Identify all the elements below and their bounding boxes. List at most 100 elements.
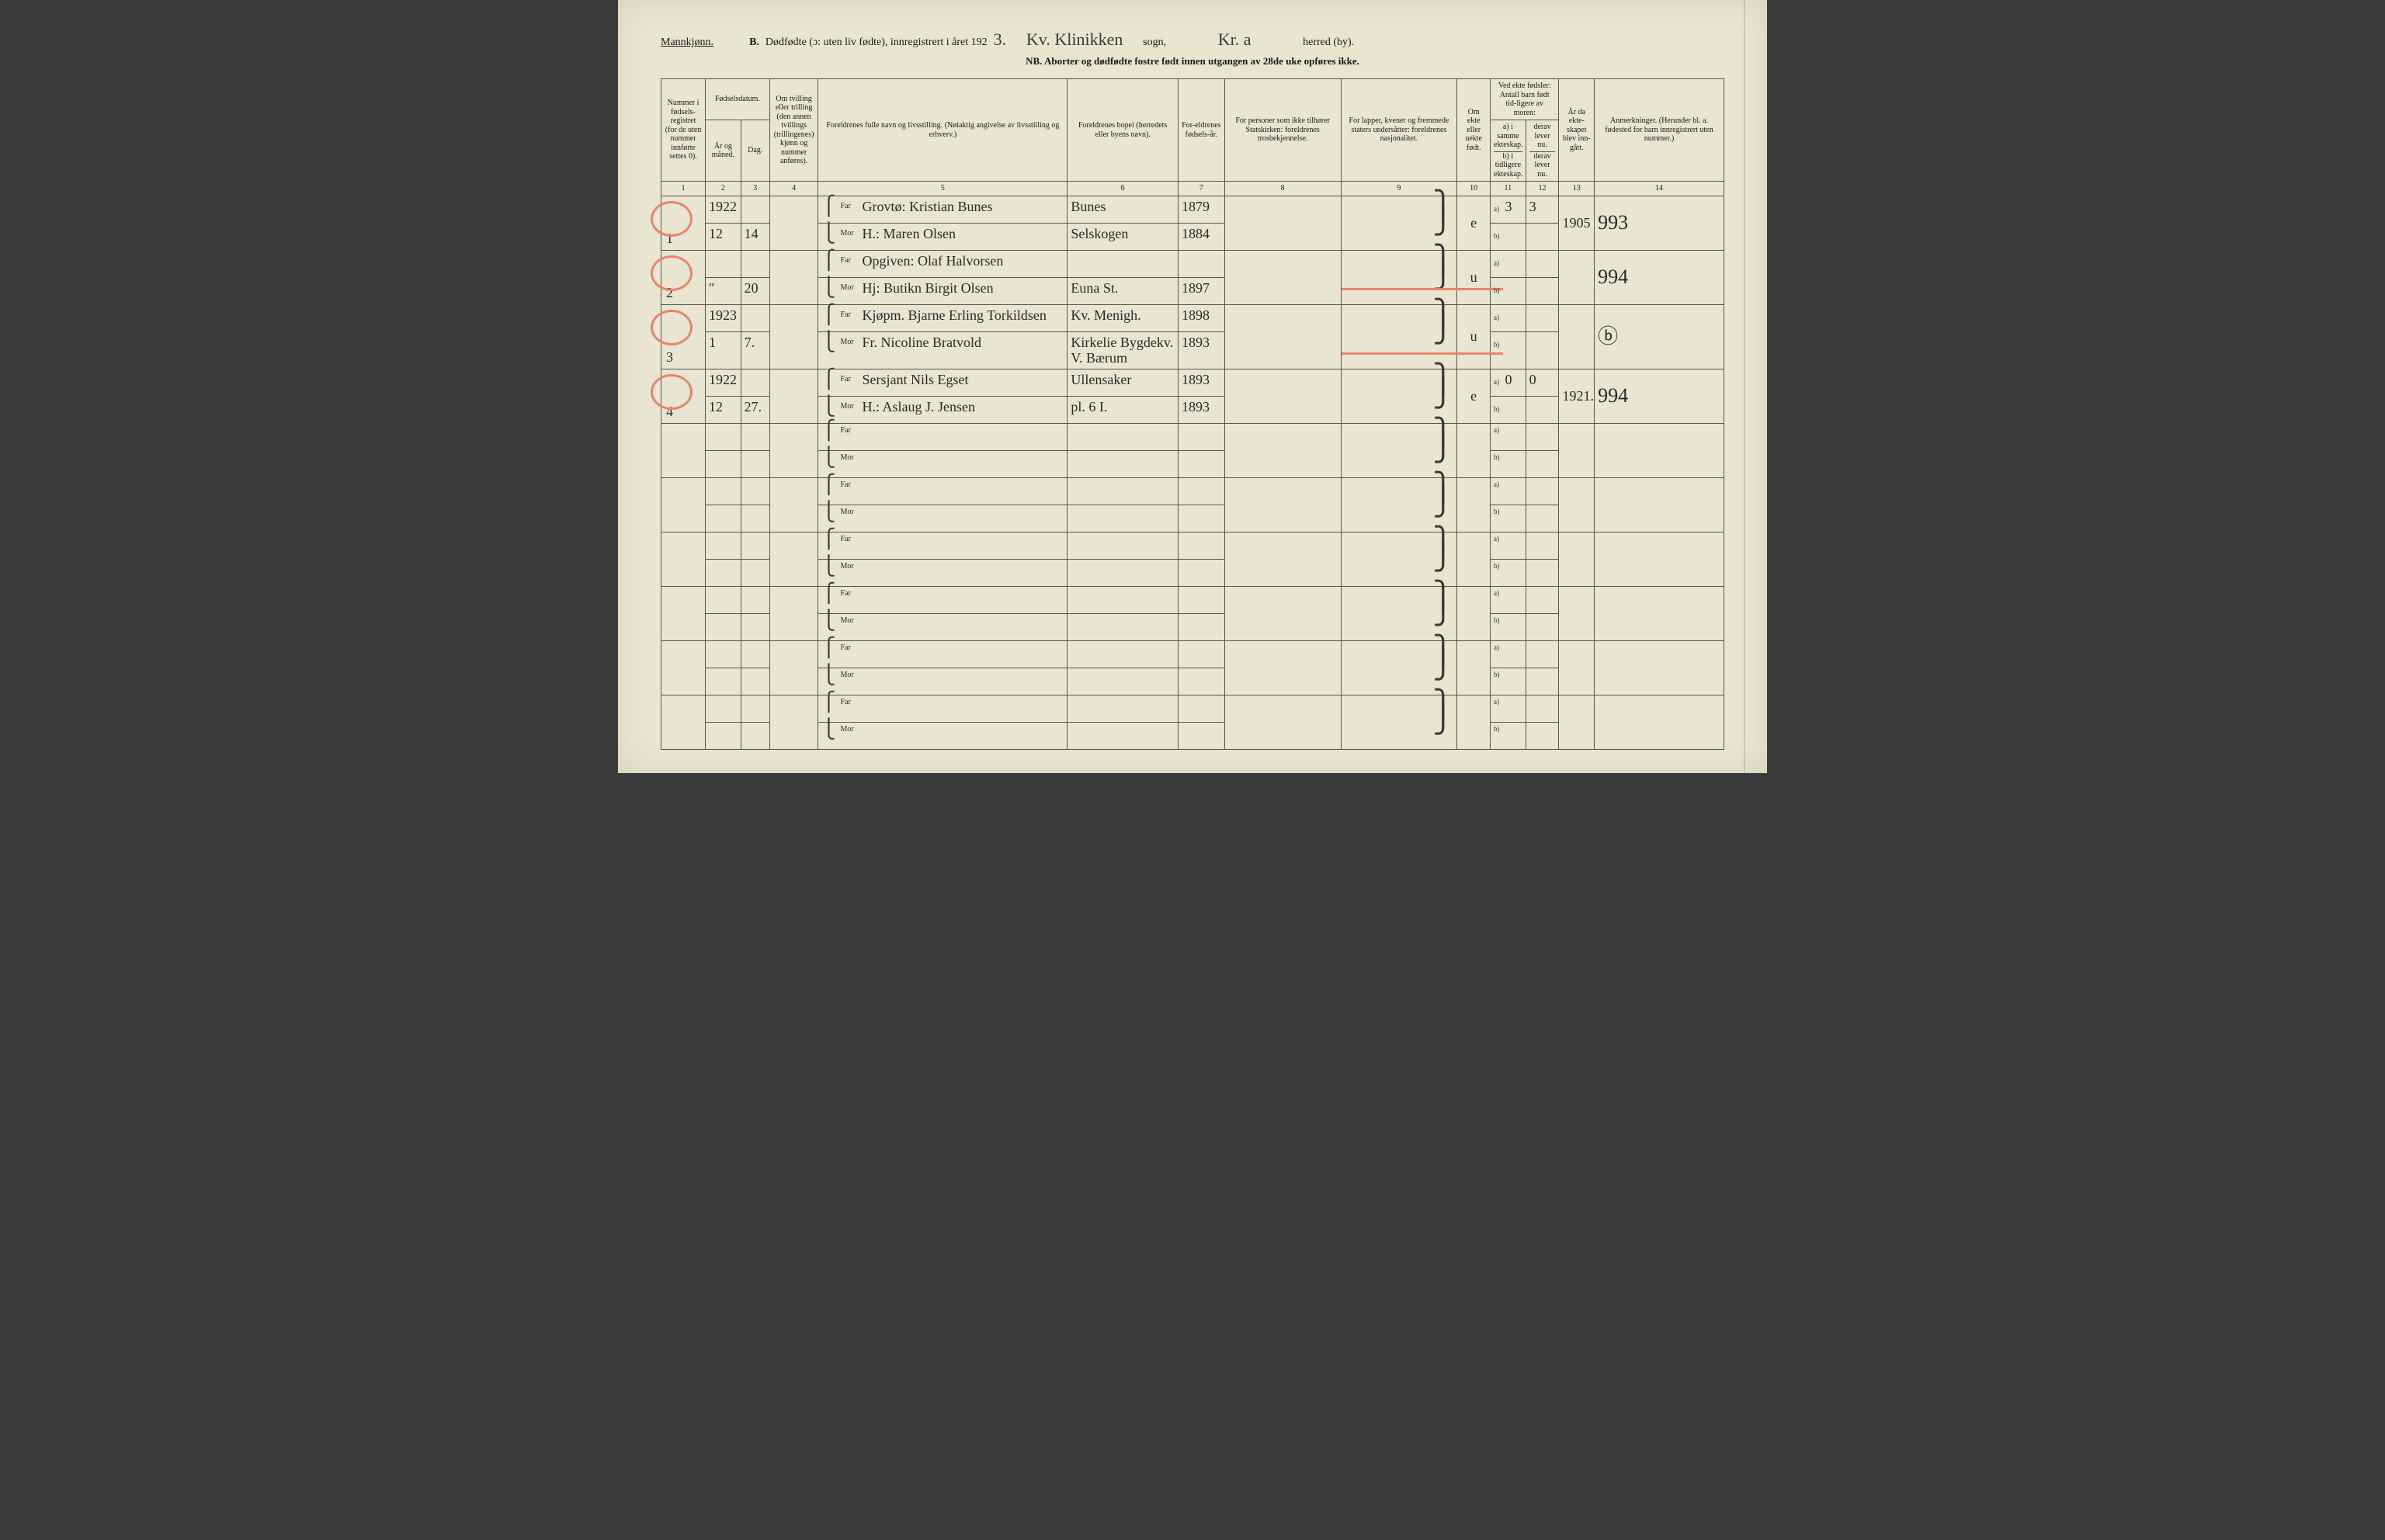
brace-icon: ⎩ — [821, 562, 835, 571]
table-cell: a) — [1491, 695, 1526, 722]
table-cell: ⎧FarSersjant Nils Egset — [818, 369, 1068, 396]
section-b: B. — [749, 36, 759, 49]
colnum-cell: 14 — [1595, 182, 1724, 196]
table-cell — [1457, 532, 1491, 586]
brace-icon: ⎧ — [821, 256, 835, 265]
table-cell: b) — [1491, 223, 1526, 250]
table-cell: 1921. — [1559, 369, 1595, 423]
brace-icon: ⎩ — [821, 453, 835, 463]
table-cell: ⎩Mor — [818, 559, 1068, 586]
col2-top-header: Fødselsdatum. — [706, 79, 770, 120]
table-cell — [1068, 250, 1179, 277]
nb-note: NB. Aborter og dødfødte fostre født inne… — [661, 55, 1724, 68]
father-birthyear: 1898 — [1182, 307, 1210, 323]
table-cell — [741, 640, 769, 668]
table-cell: 1893 — [1178, 331, 1224, 369]
table-cell — [1526, 505, 1559, 532]
mother-birthyear: 1893 — [1182, 399, 1210, 414]
table-cell — [1526, 532, 1559, 559]
year-month: 1923 — [709, 307, 737, 323]
table-cell — [1595, 695, 1724, 749]
table-cell — [1526, 396, 1559, 423]
year-month: 1922 — [709, 199, 737, 214]
table-cell: b) — [1491, 450, 1526, 477]
table-cell — [1526, 613, 1559, 640]
table-cell — [1457, 640, 1491, 695]
day: 20 — [745, 280, 759, 296]
table-cell: ⎩MorFr. Nicoline Bratvold — [818, 331, 1068, 369]
table-cell: Kv. Menigh. — [1068, 304, 1179, 331]
sogn-label: sogn, — [1143, 36, 1166, 49]
mother-name: Hj: Butikn Birgit Olsen — [862, 280, 993, 297]
table-cell — [1178, 505, 1224, 532]
table-cell: a) — [1491, 586, 1526, 613]
b-label: b) — [1494, 341, 1503, 349]
table-cell: u — [1457, 304, 1491, 369]
table-cell — [1068, 423, 1179, 450]
mother-place: pl. 6 I. — [1071, 399, 1107, 414]
a-label: a) — [1494, 589, 1503, 597]
table-row: 41922⎧FarSersjant Nils EgsetUllensaker18… — [661, 369, 1724, 396]
colnum-cell: 6 — [1068, 182, 1179, 196]
table-row: 31923⎧FarKjøpm. Bjarne Erling Torkildsen… — [661, 304, 1724, 331]
herred-label: herred (by). — [1303, 36, 1354, 49]
year-suffix: 3. — [994, 31, 1007, 48]
table-cell: 12 — [706, 223, 741, 250]
table-cell — [769, 369, 818, 423]
table-cell — [741, 586, 769, 613]
col6-header: Foreldrenes bopel (herredets eller byens… — [1068, 79, 1179, 182]
brace-icon: ⎫⎭ — [1432, 253, 1453, 281]
brace-icon: ⎧ — [821, 310, 835, 320]
table-cell — [1224, 423, 1341, 477]
table-cell — [1178, 532, 1224, 559]
table-cell — [706, 505, 741, 532]
table-cell — [1559, 640, 1595, 695]
aar-value: 1905 — [1562, 215, 1590, 231]
b-label: b) — [1494, 508, 1503, 515]
table-cell — [1526, 668, 1559, 695]
table-cell — [741, 423, 769, 450]
table-cell: b) — [1491, 722, 1526, 749]
table-cell — [1526, 250, 1559, 277]
b-label: b) — [1494, 286, 1503, 294]
table-cell: 1 — [706, 331, 741, 369]
col14-header: Anmerkninger. (Herunder bl. a. fødested … — [1595, 79, 1724, 182]
table-cell: a) — [1491, 304, 1526, 331]
a-label: a) — [1494, 698, 1503, 706]
herred-handwritten: Kr. a — [1172, 31, 1297, 48]
table-cell: ⎧Far — [818, 640, 1068, 668]
table-cell — [1559, 532, 1595, 586]
table-cell: ⎩Mor — [818, 505, 1068, 532]
table-cell — [706, 423, 741, 450]
table-cell — [769, 196, 818, 250]
col7-header: For-eldrenes fødsels-år. — [1178, 79, 1224, 182]
colnum-cell: 11 — [1491, 182, 1526, 196]
table-cell — [1068, 586, 1179, 613]
a-value: 0 — [1505, 372, 1512, 387]
table-cell: Bunes — [1068, 196, 1179, 223]
table-cell: ⎧Far — [818, 586, 1068, 613]
brace-icon: ⎩ — [821, 616, 835, 626]
table-cell — [706, 613, 741, 640]
table-cell — [1178, 613, 1224, 640]
col8-header: For personer som ikke tilhører Statskirk… — [1224, 79, 1341, 182]
lever-a: 3 — [1529, 199, 1536, 214]
brace-icon: ⎩ — [821, 229, 835, 238]
table-cell: ⎩Mor — [818, 613, 1068, 640]
far-label: Far — [840, 698, 857, 707]
table-cell: 14 — [741, 223, 769, 250]
table-cell — [661, 695, 706, 749]
table-cell — [1178, 640, 1224, 668]
table-cell — [1559, 695, 1595, 749]
table-cell — [741, 668, 769, 695]
table-cell: b) — [1491, 668, 1526, 695]
table-cell — [1595, 477, 1724, 532]
table-cell — [1224, 586, 1341, 640]
table-cell: 7. — [741, 331, 769, 369]
brace-icon: ⎫⎭ — [1432, 372, 1453, 400]
table-cell: b) — [1491, 277, 1526, 304]
col10-header: Om ekte eller uekte født. — [1457, 79, 1491, 182]
father-place: Bunes — [1071, 199, 1106, 214]
brace-icon: ⎩ — [821, 338, 835, 347]
table-cell — [661, 477, 706, 532]
